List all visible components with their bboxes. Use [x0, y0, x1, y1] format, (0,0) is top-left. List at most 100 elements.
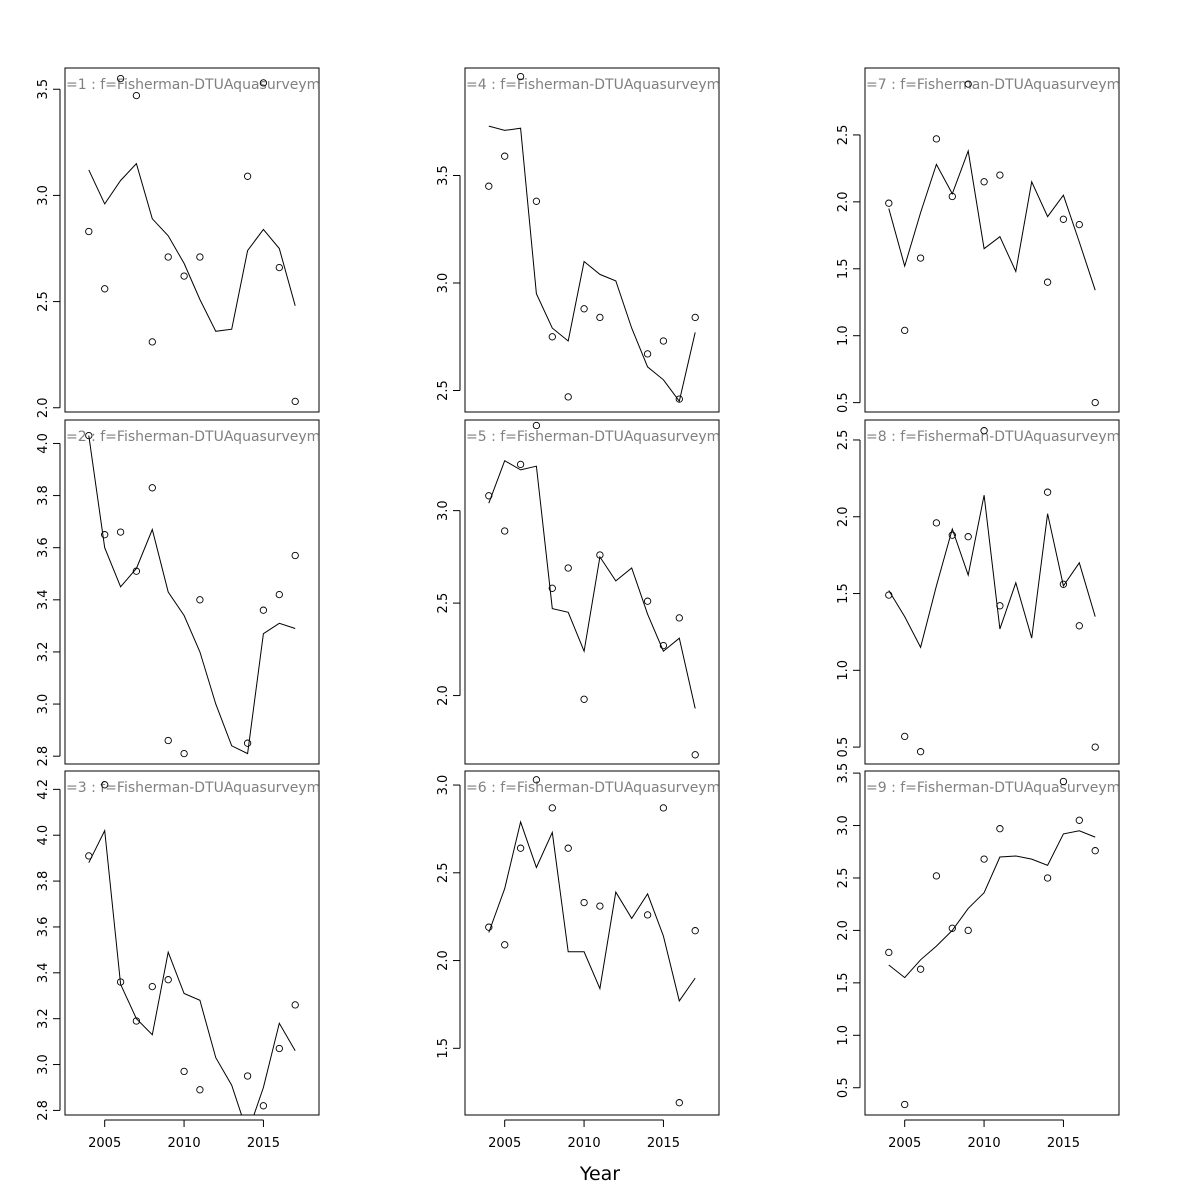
data-point [1075, 622, 1083, 630]
data-point [1043, 874, 1052, 882]
data-point [885, 948, 893, 957]
data-point [548, 804, 556, 812]
data-point [291, 397, 299, 406]
data-point [532, 421, 541, 430]
data-point [275, 1044, 283, 1053]
data-point [996, 602, 1004, 610]
data-point [85, 431, 93, 440]
data-point [1091, 398, 1099, 407]
y-tick-label: 3.0 [436, 775, 451, 796]
data-point [901, 1100, 909, 1109]
data-point [1043, 278, 1052, 286]
data-point [164, 253, 172, 261]
x-tick-label: 2015 [647, 1136, 680, 1151]
y-tick-label: 2.5 [836, 868, 851, 889]
y-tick-label: 3.8 [36, 871, 51, 892]
data-point [980, 427, 988, 435]
plot-frame [64, 67, 320, 413]
panel-title: =2 : f=Fisherman-DTUAquasurveyme [66, 429, 329, 445]
data-point [132, 91, 141, 100]
fitted-line [488, 125, 696, 403]
plot-frame [864, 770, 1120, 1116]
panel-4: =4 : f=Fisherman-DTUAquasurveyme 2.5 3.0 3.… [436, 67, 720, 413]
fitted-line [88, 162, 296, 332]
data-point [691, 313, 699, 322]
data-point [101, 285, 109, 293]
data-point [132, 1017, 141, 1025]
y-tick-label: 4.2 [36, 779, 51, 800]
panel-title: =1 : f=Fisherman-DTUAquasurveyme [66, 77, 329, 93]
y-tick-label: 3.0 [436, 500, 451, 521]
data-point [101, 531, 109, 539]
data-point [901, 732, 909, 741]
data-point [964, 80, 972, 88]
y-tick-label: 1.0 [836, 660, 851, 681]
data-point [243, 1072, 252, 1080]
data-point [501, 152, 509, 160]
y-tick-label: 2.0 [836, 506, 851, 527]
data-point [275, 263, 283, 272]
data-point [259, 79, 268, 87]
panel-5: =5 : f=Fisherman-DTUAquasurveyme 2.0 2.5 3.… [436, 419, 720, 765]
y-tick-label: 3.0 [436, 273, 451, 294]
data-point [580, 695, 588, 703]
fitted-line [888, 149, 1096, 291]
y-tick-label: 2.5 [436, 593, 451, 614]
panels: =1 : f=Fisherman-DTUAquasurveyme 2.0 2.5 3.… [36, 67, 1129, 1151]
x-tick-label: 2005 [488, 1136, 521, 1151]
data-point [885, 199, 893, 207]
data-point [291, 551, 299, 560]
data-point [85, 227, 93, 236]
data-point [275, 590, 283, 599]
data-point [948, 531, 956, 539]
y-tick-label: 3.6 [36, 537, 51, 558]
y-tick-label: 3.0 [36, 694, 51, 715]
data-point [916, 254, 925, 262]
plot-frame [64, 419, 320, 765]
data-point [980, 855, 988, 863]
y-tick-label: 1.5 [836, 583, 851, 604]
y-tick-label: 2.5 [436, 862, 451, 883]
y-tick-label: 3.4 [36, 589, 51, 610]
data-point [532, 776, 541, 784]
data-point [1059, 215, 1068, 223]
y-tick-label: 3.5 [836, 763, 851, 784]
x-tick-label: 2005 [888, 1136, 921, 1151]
y-tick-label: 3.8 [36, 485, 51, 506]
data-point [180, 272, 188, 280]
y-tick-label: 3.6 [36, 917, 51, 938]
data-point [659, 641, 668, 650]
data-point [196, 1086, 204, 1094]
data-point [243, 739, 252, 747]
data-point [548, 333, 556, 341]
data-point [964, 533, 972, 541]
y-tick-label: 2.8 [36, 1100, 51, 1121]
data-point [596, 313, 604, 322]
y-tick-label: 0.5 [836, 1077, 851, 1098]
data-point [180, 1067, 188, 1076]
x-tick-label: 2010 [168, 1136, 201, 1151]
data-point [675, 614, 683, 622]
plot-frame [864, 67, 1120, 413]
y-tick-label: 1.5 [436, 1038, 451, 1059]
y-tick-label: 4.0 [36, 825, 51, 846]
plot-frame [464, 419, 720, 765]
y-tick-label: 3.5 [436, 165, 451, 186]
data-point [675, 395, 683, 403]
y-tick-label: 4.0 [36, 433, 51, 454]
data-point [932, 872, 941, 880]
data-point [691, 751, 699, 759]
panel-title: =8 : f=Fisherman-DTUAquasurveyme [866, 429, 1129, 445]
y-tick-label: 2.0 [836, 192, 851, 213]
fitted-line [88, 435, 296, 755]
fitted-line [488, 820, 696, 1003]
panel-title: =3 : f=Fisherman-DTUAquasurveyme [66, 780, 329, 796]
y-tick-label: 3.4 [36, 962, 51, 983]
y-tick-label: 2.5 [36, 291, 51, 312]
panel-3: =3 : f=Fisherman-DTUAquasurveyme 2.8 3.0 3.… [36, 770, 329, 1151]
data-point [596, 902, 604, 910]
y-tick-label: 2.8 [36, 746, 51, 767]
x-tick-label: 2005 [88, 1136, 121, 1151]
data-point [148, 484, 156, 492]
